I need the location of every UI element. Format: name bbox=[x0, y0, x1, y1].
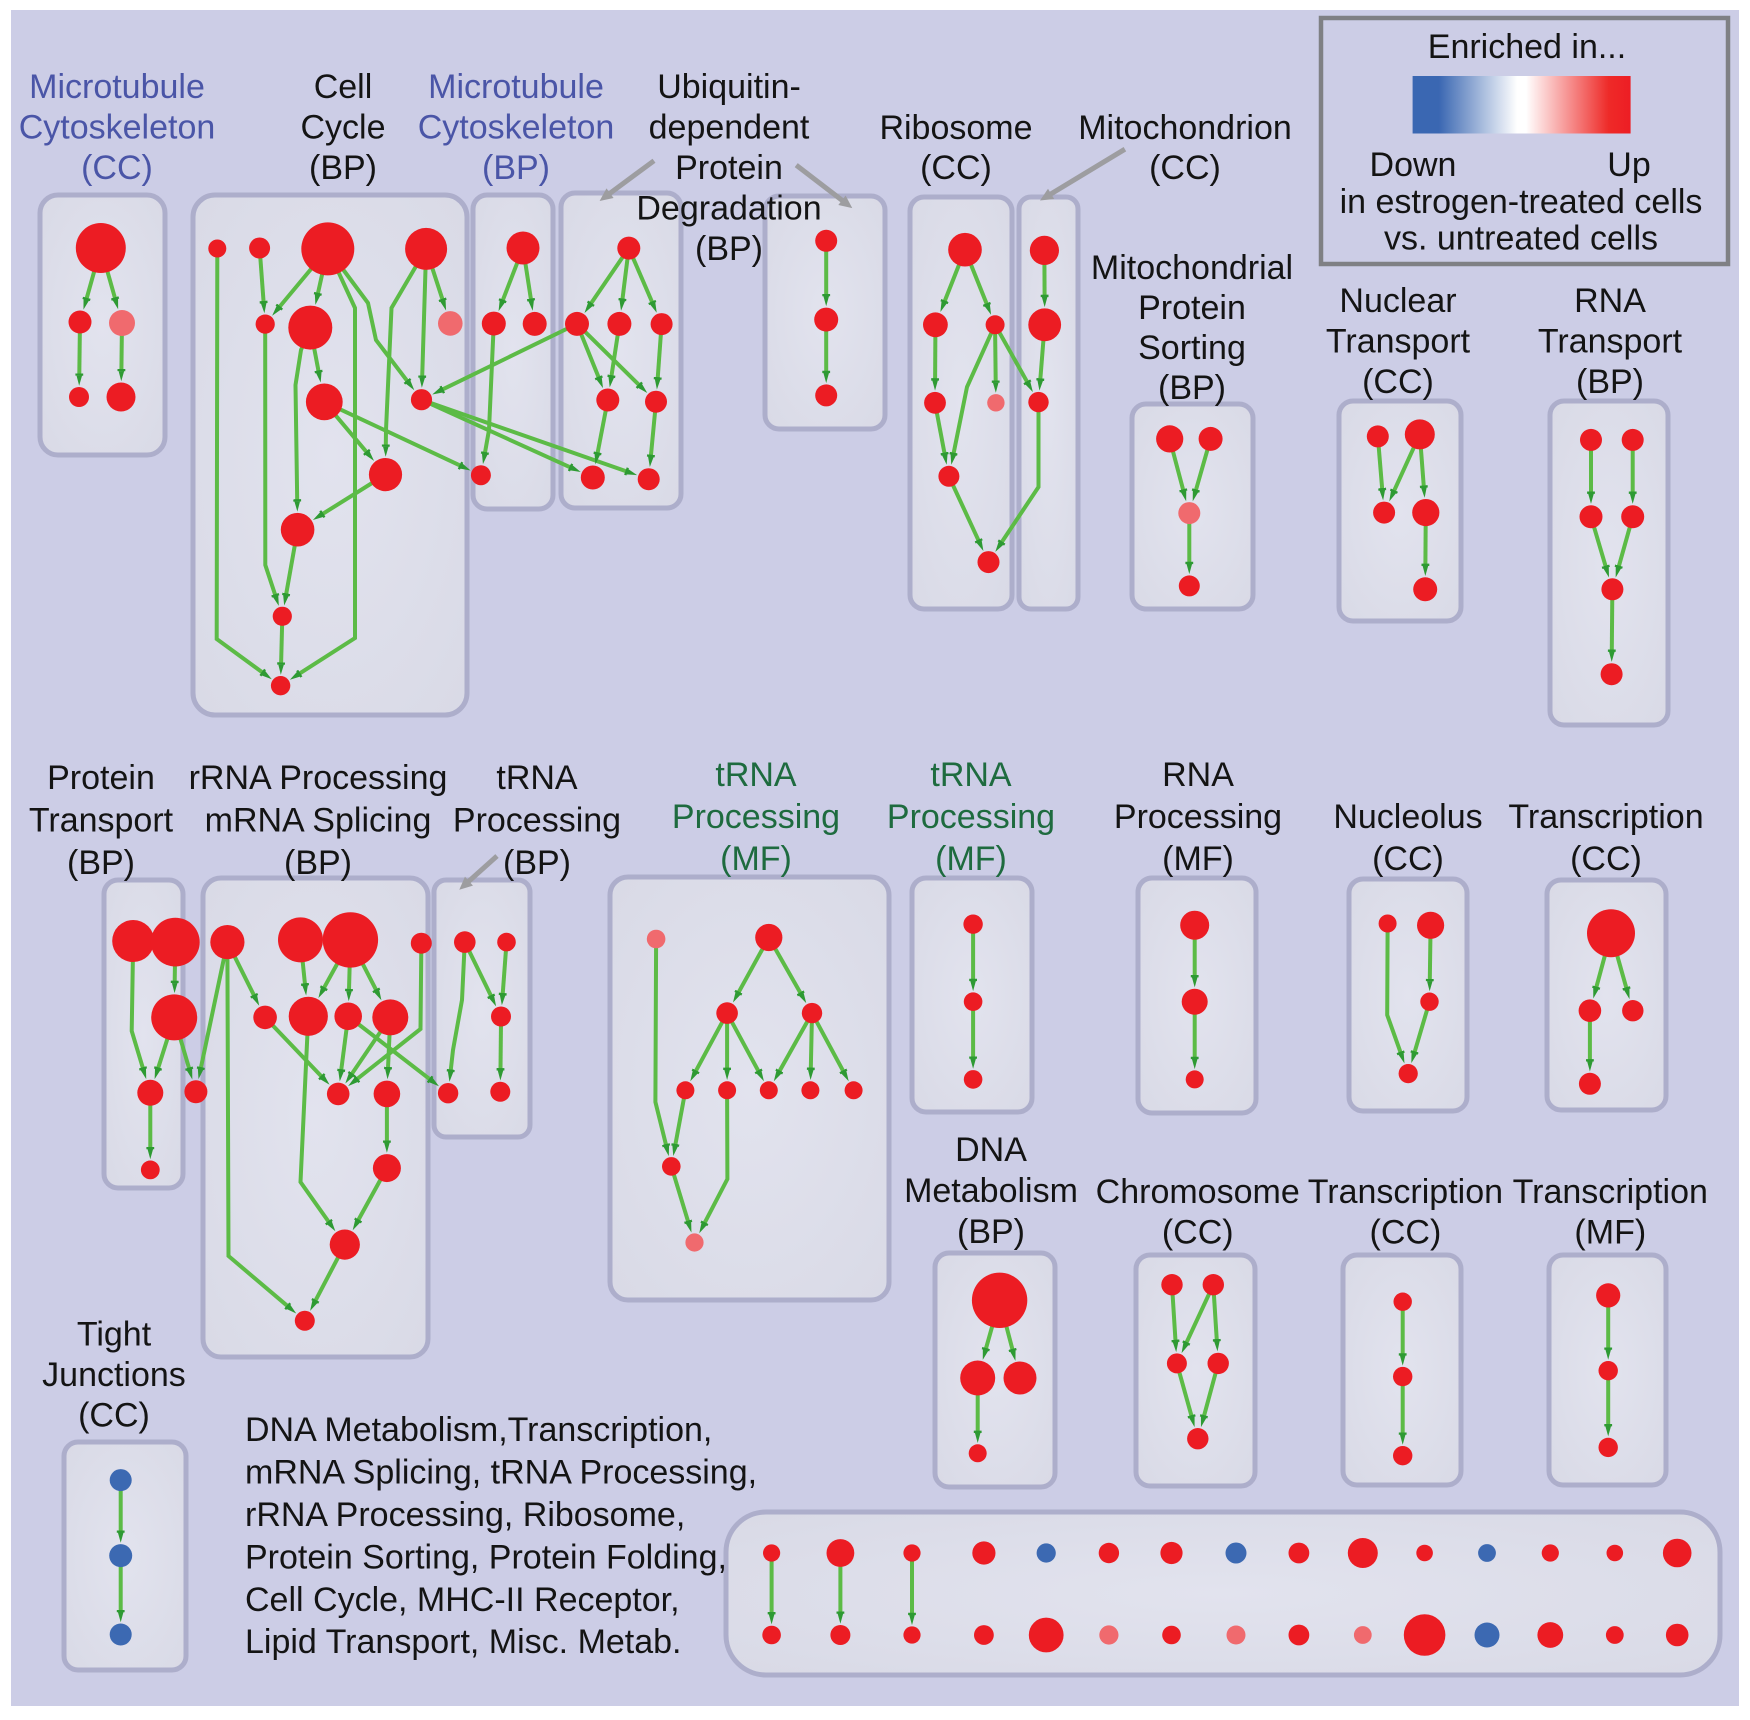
svg-text:(CC): (CC) bbox=[1162, 1214, 1234, 1252]
svg-text:(BP): (BP) bbox=[309, 149, 377, 187]
svg-text:Transcription: Transcription bbox=[1308, 1173, 1503, 1211]
svg-text:Processing: Processing bbox=[453, 802, 621, 840]
svg-text:Mitochondrion: Mitochondrion bbox=[1078, 109, 1292, 147]
svg-text:Cytoskeleton: Cytoskeleton bbox=[418, 109, 615, 147]
svg-text:(MF): (MF) bbox=[1574, 1214, 1646, 1252]
svg-text:rRNA Processing, Ribosome,: rRNA Processing, Ribosome, bbox=[245, 1496, 685, 1534]
svg-text:(CC): (CC) bbox=[78, 1397, 150, 1435]
svg-text:(CC): (CC) bbox=[1372, 840, 1444, 878]
svg-text:DNA Metabolism,Transcription,: DNA Metabolism,Transcription, bbox=[245, 1411, 712, 1449]
svg-text:in estrogen-treated cells: in estrogen-treated cells bbox=[1340, 183, 1703, 221]
svg-text:Microtubule: Microtubule bbox=[29, 68, 205, 106]
svg-text:tRNA: tRNA bbox=[930, 756, 1012, 794]
svg-text:mRNA Splicing: mRNA Splicing bbox=[205, 802, 432, 840]
svg-text:Lipid Transport, Misc. Metab.: Lipid Transport, Misc. Metab. bbox=[245, 1623, 682, 1661]
svg-text:dependent: dependent bbox=[649, 109, 810, 147]
svg-text:(CC): (CC) bbox=[1149, 149, 1221, 187]
svg-text:Cell Cycle, MHC-II Receptor,: Cell Cycle, MHC-II Receptor, bbox=[245, 1581, 680, 1619]
svg-text:Cytoskeleton: Cytoskeleton bbox=[19, 109, 216, 147]
svg-text:Processing: Processing bbox=[1114, 798, 1282, 836]
svg-text:(CC): (CC) bbox=[81, 149, 153, 187]
svg-text:(CC): (CC) bbox=[1570, 840, 1642, 878]
svg-text:(CC): (CC) bbox=[1362, 363, 1434, 401]
svg-text:Up: Up bbox=[1607, 146, 1650, 184]
svg-text:Processing: Processing bbox=[672, 798, 840, 836]
svg-text:(BP): (BP) bbox=[67, 844, 135, 882]
svg-text:Sorting: Sorting bbox=[1138, 329, 1246, 367]
svg-text:Processing: Processing bbox=[887, 798, 1055, 836]
svg-text:(MF): (MF) bbox=[1162, 840, 1234, 878]
svg-text:(MF): (MF) bbox=[720, 840, 792, 878]
svg-text:Protein: Protein bbox=[47, 759, 155, 797]
svg-text:Down: Down bbox=[1370, 146, 1457, 184]
svg-text:Transcription: Transcription bbox=[1513, 1173, 1708, 1211]
svg-text:Ribosome: Ribosome bbox=[879, 109, 1032, 147]
svg-text:tRNA: tRNA bbox=[496, 759, 578, 797]
svg-text:(BP): (BP) bbox=[1576, 363, 1644, 401]
svg-text:(BP): (BP) bbox=[503, 844, 571, 882]
svg-text:Metabolism: Metabolism bbox=[904, 1172, 1078, 1210]
svg-text:Mitochondrial: Mitochondrial bbox=[1091, 249, 1293, 287]
svg-text:Nucleolus: Nucleolus bbox=[1333, 798, 1482, 836]
svg-text:(BP): (BP) bbox=[1158, 369, 1226, 407]
svg-text:Degradation: Degradation bbox=[636, 190, 821, 228]
svg-text:Chromosome: Chromosome bbox=[1096, 1173, 1300, 1211]
svg-text:rRNA Processing: rRNA Processing bbox=[189, 759, 448, 797]
svg-text:Protein Sorting, Protein Foldi: Protein Sorting, Protein Folding, bbox=[245, 1538, 727, 1576]
svg-text:(BP): (BP) bbox=[695, 230, 763, 268]
svg-text:Transport: Transport bbox=[1326, 323, 1471, 361]
svg-text:Microtubule: Microtubule bbox=[428, 68, 604, 106]
svg-text:(BP): (BP) bbox=[482, 149, 550, 187]
svg-text:Transport: Transport bbox=[1538, 323, 1683, 361]
svg-text:mRNA Splicing, tRNA Processing: mRNA Splicing, tRNA Processing, bbox=[245, 1454, 757, 1492]
svg-text:Transport: Transport bbox=[29, 802, 174, 840]
svg-text:Protein: Protein bbox=[1138, 289, 1246, 327]
svg-text:Tight: Tight bbox=[77, 1315, 152, 1353]
svg-text:Junctions: Junctions bbox=[42, 1356, 186, 1394]
svg-text:RNA: RNA bbox=[1574, 282, 1646, 320]
svg-text:Transcription: Transcription bbox=[1508, 798, 1703, 836]
svg-text:(CC): (CC) bbox=[1370, 1214, 1442, 1252]
svg-text:Nuclear: Nuclear bbox=[1339, 282, 1456, 320]
svg-text:(CC): (CC) bbox=[920, 149, 992, 187]
svg-text:(MF): (MF) bbox=[935, 840, 1007, 878]
svg-text:RNA: RNA bbox=[1162, 756, 1234, 794]
svg-text:Protein: Protein bbox=[675, 149, 783, 187]
svg-text:(BP): (BP) bbox=[284, 844, 352, 882]
svg-text:Enriched in...: Enriched in... bbox=[1428, 28, 1626, 66]
svg-text:(BP): (BP) bbox=[957, 1213, 1025, 1251]
svg-text:vs. untreated cells: vs. untreated cells bbox=[1384, 220, 1658, 258]
svg-text:Cycle: Cycle bbox=[300, 109, 385, 147]
svg-text:Ubiquitin-: Ubiquitin- bbox=[657, 68, 801, 106]
svg-text:DNA: DNA bbox=[955, 1131, 1027, 1169]
svg-text:Cell: Cell bbox=[314, 68, 373, 106]
svg-text:tRNA: tRNA bbox=[715, 756, 797, 794]
